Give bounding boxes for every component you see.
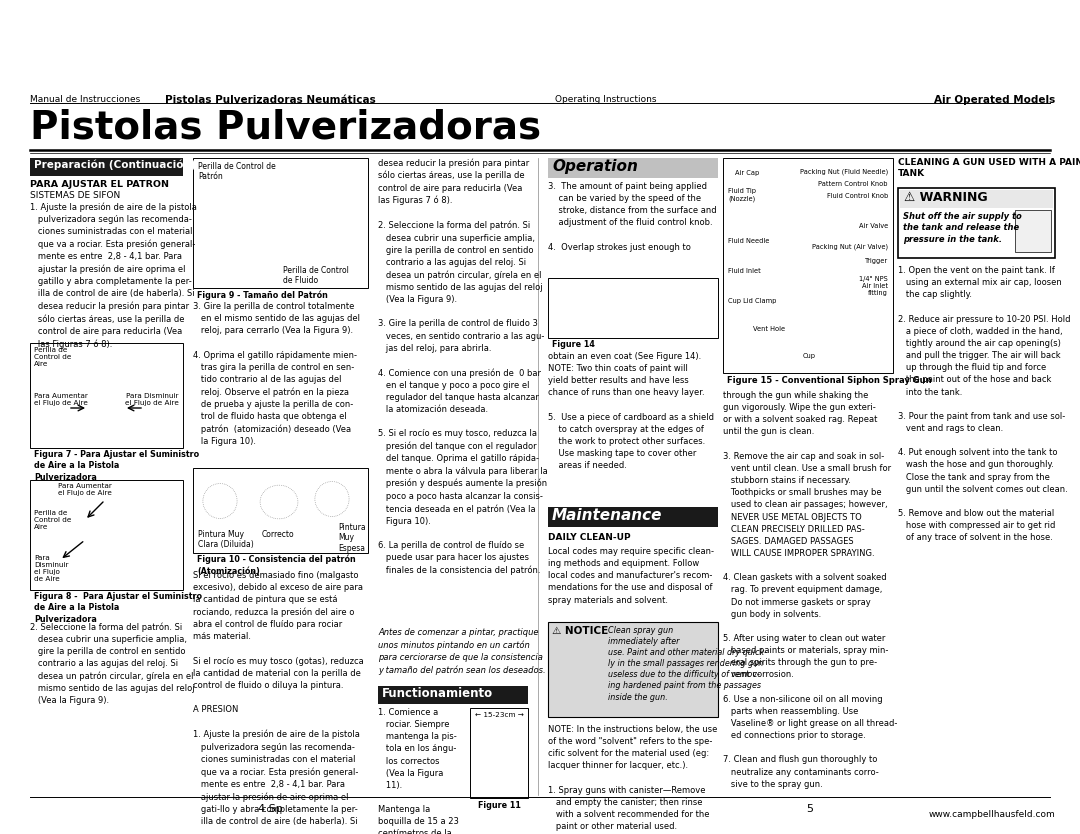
FancyBboxPatch shape: [378, 686, 528, 704]
Text: PARA AJUSTAR EL PATRON: PARA AJUSTAR EL PATRON: [30, 180, 168, 189]
Text: Pintura
Muy
Espesa: Pintura Muy Espesa: [338, 523, 366, 553]
Text: desea reducir la presión para pintar
sólo ciertas áreas, use la perilla de
contr: desea reducir la presión para pintar sól…: [378, 158, 548, 575]
Text: 1. Comience a
   rociar. Siempre
   mantenga la pis-
   tola en los ángu-
   los: 1. Comience a rociar. Siempre mantenga l…: [378, 708, 459, 834]
Text: Clean spray gun
immediately after
use. Paint and other material dry quick-
ly in: Clean spray gun immediately after use. P…: [608, 626, 767, 701]
Text: Shut off the air supply to
the tank and release the
pressure in the tank.: Shut off the air supply to the tank and …: [903, 212, 1022, 244]
Text: Fluid Inlet: Fluid Inlet: [728, 268, 760, 274]
Text: SISTEMAS DE SIFON: SISTEMAS DE SIFON: [30, 191, 120, 200]
Text: Si el rocío es demasiado fino (malgasto
excesivo), debido al exceso de aire para: Si el rocío es demasiado fino (malgasto …: [193, 571, 364, 826]
FancyBboxPatch shape: [723, 158, 893, 373]
Text: Preparación (Continuación): Preparación (Continuación): [33, 159, 195, 169]
Text: Perilla de Control
de Fluido: Perilla de Control de Fluido: [283, 266, 349, 285]
Text: Manual de Instrucciones: Manual de Instrucciones: [30, 95, 140, 104]
Text: ⚠ WARNING: ⚠ WARNING: [904, 191, 987, 204]
Text: Packing Nut (Air Valve): Packing Nut (Air Valve): [812, 243, 888, 249]
Text: 1/4" NPS
Air Inlet
fitting: 1/4" NPS Air Inlet fitting: [860, 276, 888, 296]
Text: Pistolas Pulverizadoras Neumáticas: Pistolas Pulverizadoras Neumáticas: [164, 95, 376, 105]
Text: ⚠ NOTICE: ⚠ NOTICE: [552, 626, 608, 636]
Text: Perilla de
Control de
Aire: Perilla de Control de Aire: [33, 347, 71, 367]
Text: Para
Disminuir
el Flujo
de Aire: Para Disminuir el Flujo de Aire: [33, 555, 68, 582]
Text: 1. Ajuste la presión de aire de la pistola
   pulverizadora según las recomenda-: 1. Ajuste la presión de aire de la pisto…: [30, 202, 197, 349]
Text: Figura 7 - Para Ajustar el Suministro
de Aire a la Pistola
Pulverizadora: Figura 7 - Para Ajustar el Suministro de…: [33, 450, 199, 482]
Text: obtain an even coat (See Figure 14).
NOTE: Two thin coats of paint will
yield be: obtain an even coat (See Figure 14). NOT…: [548, 352, 714, 470]
Text: 5: 5: [807, 804, 813, 814]
Text: through the gun while shaking the
gun vigorously. Wipe the gun exteri-
or with a: through the gun while shaking the gun vi…: [723, 391, 897, 789]
Text: Figure 14: Figure 14: [552, 340, 595, 349]
Text: Figura 9 - Tamaño del Patrón: Figura 9 - Tamaño del Patrón: [197, 290, 328, 299]
Text: Packing Nut (Fluid Needle): Packing Nut (Fluid Needle): [800, 168, 888, 174]
Text: Pintura Muy
Clara (Diluida): Pintura Muy Clara (Diluida): [198, 530, 254, 550]
Text: 2. Seleccione la forma del patrón. Si
   desea cubrir una superficie amplia,
   : 2. Seleccione la forma del patrón. Si de…: [30, 622, 194, 705]
Text: Fluid Control Knob: Fluid Control Knob: [827, 193, 888, 199]
Text: Cup: Cup: [804, 353, 816, 359]
Text: 4 Sp: 4 Sp: [258, 804, 282, 814]
Text: Figura 8 -  Para Ajustar el Suministro
de Aire a la Pistola
Pulverizadora: Figura 8 - Para Ajustar el Suministro de…: [33, 592, 202, 624]
FancyBboxPatch shape: [193, 468, 368, 553]
Text: Functionamiento: Functionamiento: [382, 687, 494, 700]
Text: www.campbellhausfeld.com: www.campbellhausfeld.com: [928, 810, 1055, 819]
Text: Air Cap: Air Cap: [735, 170, 759, 176]
Text: Operation: Operation: [552, 159, 638, 174]
FancyBboxPatch shape: [470, 708, 528, 798]
Text: Para Aumentar
el Flujo de Aire: Para Aumentar el Flujo de Aire: [33, 393, 87, 406]
FancyBboxPatch shape: [897, 188, 1055, 258]
Text: Vent Hole: Vent Hole: [753, 326, 785, 332]
Text: Pistolas Pulverizadoras: Pistolas Pulverizadoras: [30, 108, 541, 146]
FancyBboxPatch shape: [900, 190, 1053, 208]
Text: Trigger: Trigger: [865, 258, 888, 264]
FancyBboxPatch shape: [548, 158, 718, 178]
Text: Cup Lid Clamp: Cup Lid Clamp: [728, 298, 777, 304]
FancyBboxPatch shape: [548, 278, 718, 338]
Text: Para Aumentar
el Flujo de Aire: Para Aumentar el Flujo de Aire: [58, 483, 112, 496]
Text: Local codes may require specific clean-
ing methods and equipment. Follow
local : Local codes may require specific clean- …: [548, 547, 714, 605]
Text: Figure 11: Figure 11: [477, 801, 521, 810]
Text: Operating Instructions: Operating Instructions: [555, 95, 657, 104]
FancyBboxPatch shape: [1015, 210, 1051, 252]
Text: Air Operated Models: Air Operated Models: [934, 95, 1055, 105]
Text: NOTE: In the instructions below, the use
of the word "solvent" refers to the spe: NOTE: In the instructions below, the use…: [548, 725, 717, 834]
Text: Correcto: Correcto: [261, 530, 295, 539]
Text: CLEANING A GUN USED WITH A PAINT
TANK: CLEANING A GUN USED WITH A PAINT TANK: [897, 158, 1080, 178]
FancyBboxPatch shape: [30, 480, 183, 590]
Text: Fluid Needle: Fluid Needle: [728, 238, 769, 244]
Text: 1. Open the vent on the paint tank. If
   using an external mix air cap, loosen
: 1. Open the vent on the paint tank. If u…: [897, 266, 1070, 542]
Text: Perilla de Control de
Patrón: Perilla de Control de Patrón: [198, 162, 275, 182]
FancyBboxPatch shape: [30, 158, 183, 176]
FancyBboxPatch shape: [30, 343, 183, 448]
Text: Antes de comenzar a pintar, practique
unos minutos pintando en un cartón
para ce: Antes de comenzar a pintar, practique un…: [378, 628, 545, 675]
Text: Pattern Control Knob: Pattern Control Knob: [819, 181, 888, 187]
Text: ← 15-23cm →: ← 15-23cm →: [475, 712, 524, 718]
FancyBboxPatch shape: [548, 507, 718, 527]
Text: Perilla de
Control de
Aire: Perilla de Control de Aire: [33, 510, 71, 530]
Text: DAILY CLEAN-UP: DAILY CLEAN-UP: [548, 533, 631, 542]
Text: Figura 10 - Consistencia del patrón
(Atomización): Figura 10 - Consistencia del patrón (Ato…: [197, 555, 355, 575]
Text: Figure 15 - Conventional Siphon Spray Gun: Figure 15 - Conventional Siphon Spray Gu…: [727, 376, 932, 385]
Text: 3. Gire la perilla de control totalmente
   en el mismo sentido de las agujas de: 3. Gire la perilla de control totalmente…: [193, 302, 360, 446]
Text: 3.  The amount of paint being applied
    can be varied by the speed of the
    : 3. The amount of paint being applied can…: [548, 182, 717, 252]
Text: Para Disminuir
el Flujo de Aire: Para Disminuir el Flujo de Aire: [125, 393, 179, 406]
Text: Fluid Tip
(Nozzle): Fluid Tip (Nozzle): [728, 188, 756, 202]
FancyBboxPatch shape: [193, 158, 368, 288]
Text: Air Valve: Air Valve: [859, 223, 888, 229]
FancyBboxPatch shape: [548, 622, 718, 717]
Text: Maintenance: Maintenance: [552, 508, 662, 523]
